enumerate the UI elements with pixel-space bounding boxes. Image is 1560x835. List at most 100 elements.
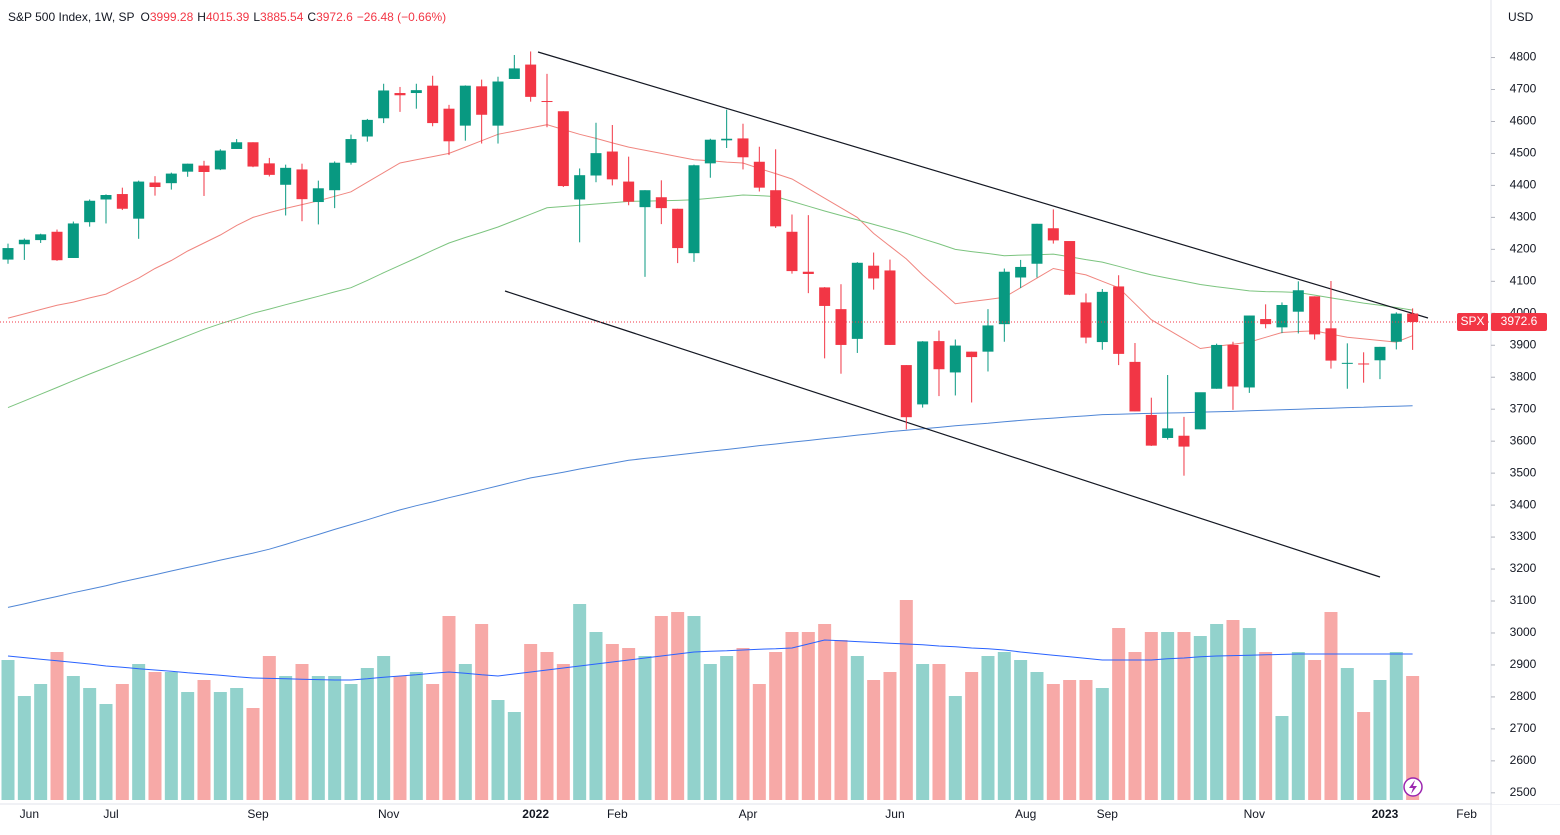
volume-bar <box>524 644 538 800</box>
volume-bar <box>1193 636 1207 800</box>
volume-bar <box>556 664 570 800</box>
candle-body <box>1309 296 1321 335</box>
candle-body <box>721 138 733 141</box>
candle-body <box>329 162 341 191</box>
volume-bar <box>1259 652 1273 800</box>
volume-bar <box>377 656 391 800</box>
volume-bar <box>769 652 783 800</box>
candle-body <box>1096 291 1108 343</box>
candle-body <box>1113 286 1125 354</box>
y-tick-label: 3900 <box>1510 337 1537 351</box>
candle-body <box>116 194 128 209</box>
y-tick-label: 3200 <box>1510 561 1537 575</box>
candle-body <box>345 139 357 163</box>
candle-body <box>1292 290 1304 312</box>
candle-body <box>998 271 1010 325</box>
candle-body <box>1162 428 1174 438</box>
volume-bar <box>344 684 358 800</box>
volume-bar <box>654 616 668 800</box>
candles <box>2 51 1419 476</box>
candle-body <box>378 90 390 119</box>
volume-bar <box>638 656 652 800</box>
ohlc-value: 3999.28 <box>150 10 194 24</box>
volume-bar <box>540 652 554 800</box>
candle-body <box>590 153 602 176</box>
x-tick-label: Aug <box>1015 807 1036 821</box>
y-tick-label: 4700 <box>1510 82 1537 96</box>
candle-body <box>214 150 226 170</box>
volume-bar <box>164 672 178 800</box>
volume-bar <box>1177 632 1191 800</box>
volume-bar <box>99 704 113 800</box>
candle-body <box>900 365 912 418</box>
candle-body <box>557 111 569 187</box>
volume-bar <box>230 688 244 800</box>
price-tag: 3972.6 <box>1501 314 1538 328</box>
candle-body <box>296 169 308 200</box>
y-tick-label: 4500 <box>1510 146 1537 160</box>
candle-body <box>933 341 945 370</box>
volume-bar <box>883 672 897 800</box>
candle-body <box>655 197 667 209</box>
change: −26.48 (−0.66%) <box>357 10 446 24</box>
candle-body <box>1031 223 1043 264</box>
y-tick-label: 2800 <box>1510 689 1537 703</box>
candle-body <box>35 234 47 241</box>
volume-bar <box>83 688 97 800</box>
candle-body <box>688 165 700 254</box>
volume-bar <box>1210 624 1224 800</box>
volume-bar <box>1291 652 1305 800</box>
symbol-tag: SPX <box>1460 314 1484 328</box>
y-tick-label: 3700 <box>1510 401 1537 415</box>
volume-bar <box>785 632 799 800</box>
volume-bar <box>442 616 456 800</box>
volume-bar <box>1046 684 1060 800</box>
candle-body <box>231 142 243 149</box>
y-tick-label: 2700 <box>1510 721 1537 735</box>
candle-body <box>574 175 586 200</box>
volume-pane <box>1 600 1420 800</box>
volume-bar <box>1144 632 1158 800</box>
volume-bar <box>1226 620 1240 800</box>
x-tick-label: Jun <box>885 807 904 821</box>
volume-bar <box>1 660 15 800</box>
upper-trendline <box>537 51 1429 319</box>
volume-bar <box>246 708 260 800</box>
candle-body <box>1407 313 1419 323</box>
volume-bar <box>132 664 146 800</box>
candle-body <box>443 108 455 142</box>
candle-body <box>525 64 537 97</box>
ohlc-value: 3972.6 <box>316 10 353 24</box>
candle-body <box>1064 241 1076 295</box>
volume-bar <box>1030 672 1044 800</box>
volume-bar <box>687 616 701 800</box>
candle-body <box>165 173 177 184</box>
y-tick-label: 3100 <box>1510 593 1537 607</box>
volume-bar <box>17 696 31 800</box>
candle-body <box>280 167 292 185</box>
volume-bar <box>458 664 472 800</box>
volume-bar <box>736 648 750 800</box>
volume-bar <box>703 664 717 800</box>
y-tick-label: 3000 <box>1510 625 1537 639</box>
y-tick-label: 2600 <box>1510 753 1537 767</box>
candle-body <box>1260 319 1272 325</box>
candle-body <box>198 165 210 172</box>
volume-bar <box>1373 680 1387 800</box>
candle-body <box>917 341 929 405</box>
candle-body <box>753 161 765 188</box>
x-tick-label: 2023 <box>1372 807 1399 821</box>
candle-body <box>1341 362 1353 364</box>
volume-bar <box>818 624 832 800</box>
candle-body <box>851 262 863 339</box>
candle-body <box>704 139 716 164</box>
moving-averages <box>7 124 1413 608</box>
volume-bar <box>181 692 195 800</box>
candle-body <box>476 86 488 115</box>
volume-bar <box>393 676 407 800</box>
candle-body <box>410 90 422 94</box>
y-tick-label: 2500 <box>1510 785 1537 799</box>
ohlc-label: L <box>253 10 260 24</box>
candle-body <box>949 345 961 373</box>
candle-body <box>606 151 618 180</box>
